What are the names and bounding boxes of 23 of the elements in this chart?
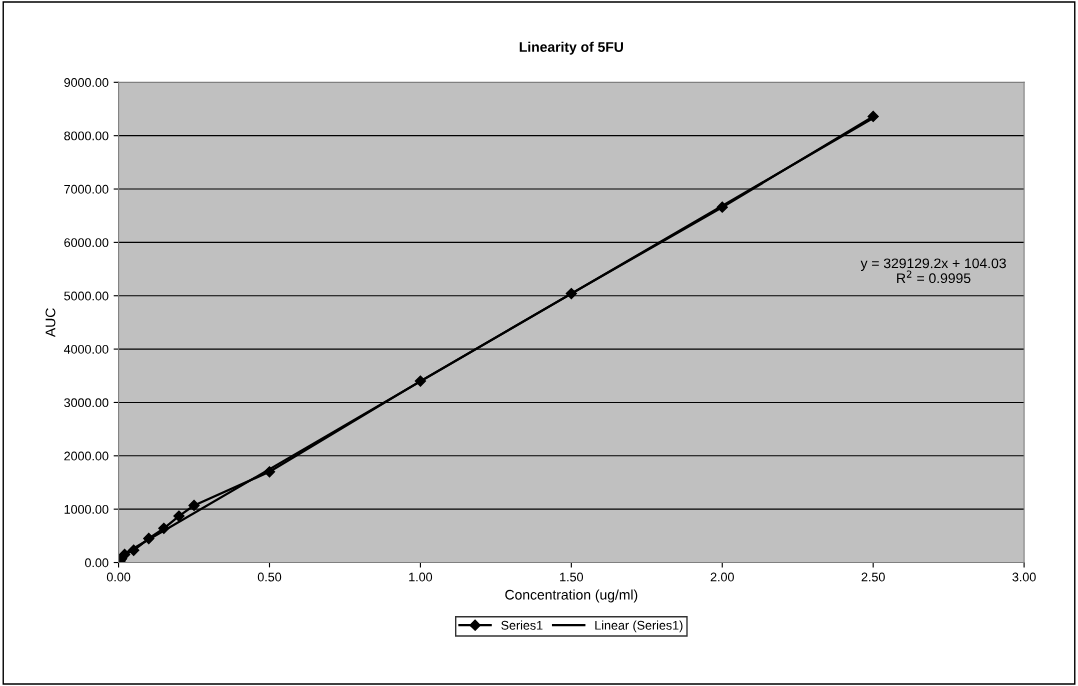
y-tick-label: 4000.00 [63, 344, 109, 354]
x-tick-label: 1.00 [409, 572, 433, 582]
x-tick-label: 1.50 [560, 572, 584, 582]
y-tick-label: 5000.00 [64, 291, 109, 301]
x-tick-label: 0.00 [106, 572, 131, 582]
chart-title: Linearity of 5FU [519, 41, 623, 55]
x-tick-label: 2.00 [710, 572, 734, 582]
y-tick-label: 3000.00 [64, 398, 109, 408]
x-tick-label: 0.50 [257, 572, 282, 582]
y-tick-label: 1000.00 [64, 504, 109, 514]
y-tick-label: 6000.00 [64, 238, 109, 248]
x-tick-label: 3.00 [1012, 572, 1036, 582]
y-tick-label: 7000.00 [64, 184, 109, 194]
legend-label: Linear (Series1) [595, 620, 683, 633]
legend-label: Series1 [501, 620, 543, 630]
y-tick-label: 2000.00 [64, 451, 109, 461]
x-tick-label: 2.50 [861, 572, 885, 582]
x-axis-title: Concentration (ug/ml) [505, 589, 638, 603]
y-axis-title: AUC [45, 308, 56, 338]
y-tick-label: 8000.00 [64, 131, 109, 141]
annotation: y = 329129.2x + 104.03 R$^{2}$ = 0.9995 [860, 258, 1006, 284]
y-tick-label: 9000.00 [64, 78, 109, 87]
y-tick-label: 0.00 [85, 558, 109, 568]
